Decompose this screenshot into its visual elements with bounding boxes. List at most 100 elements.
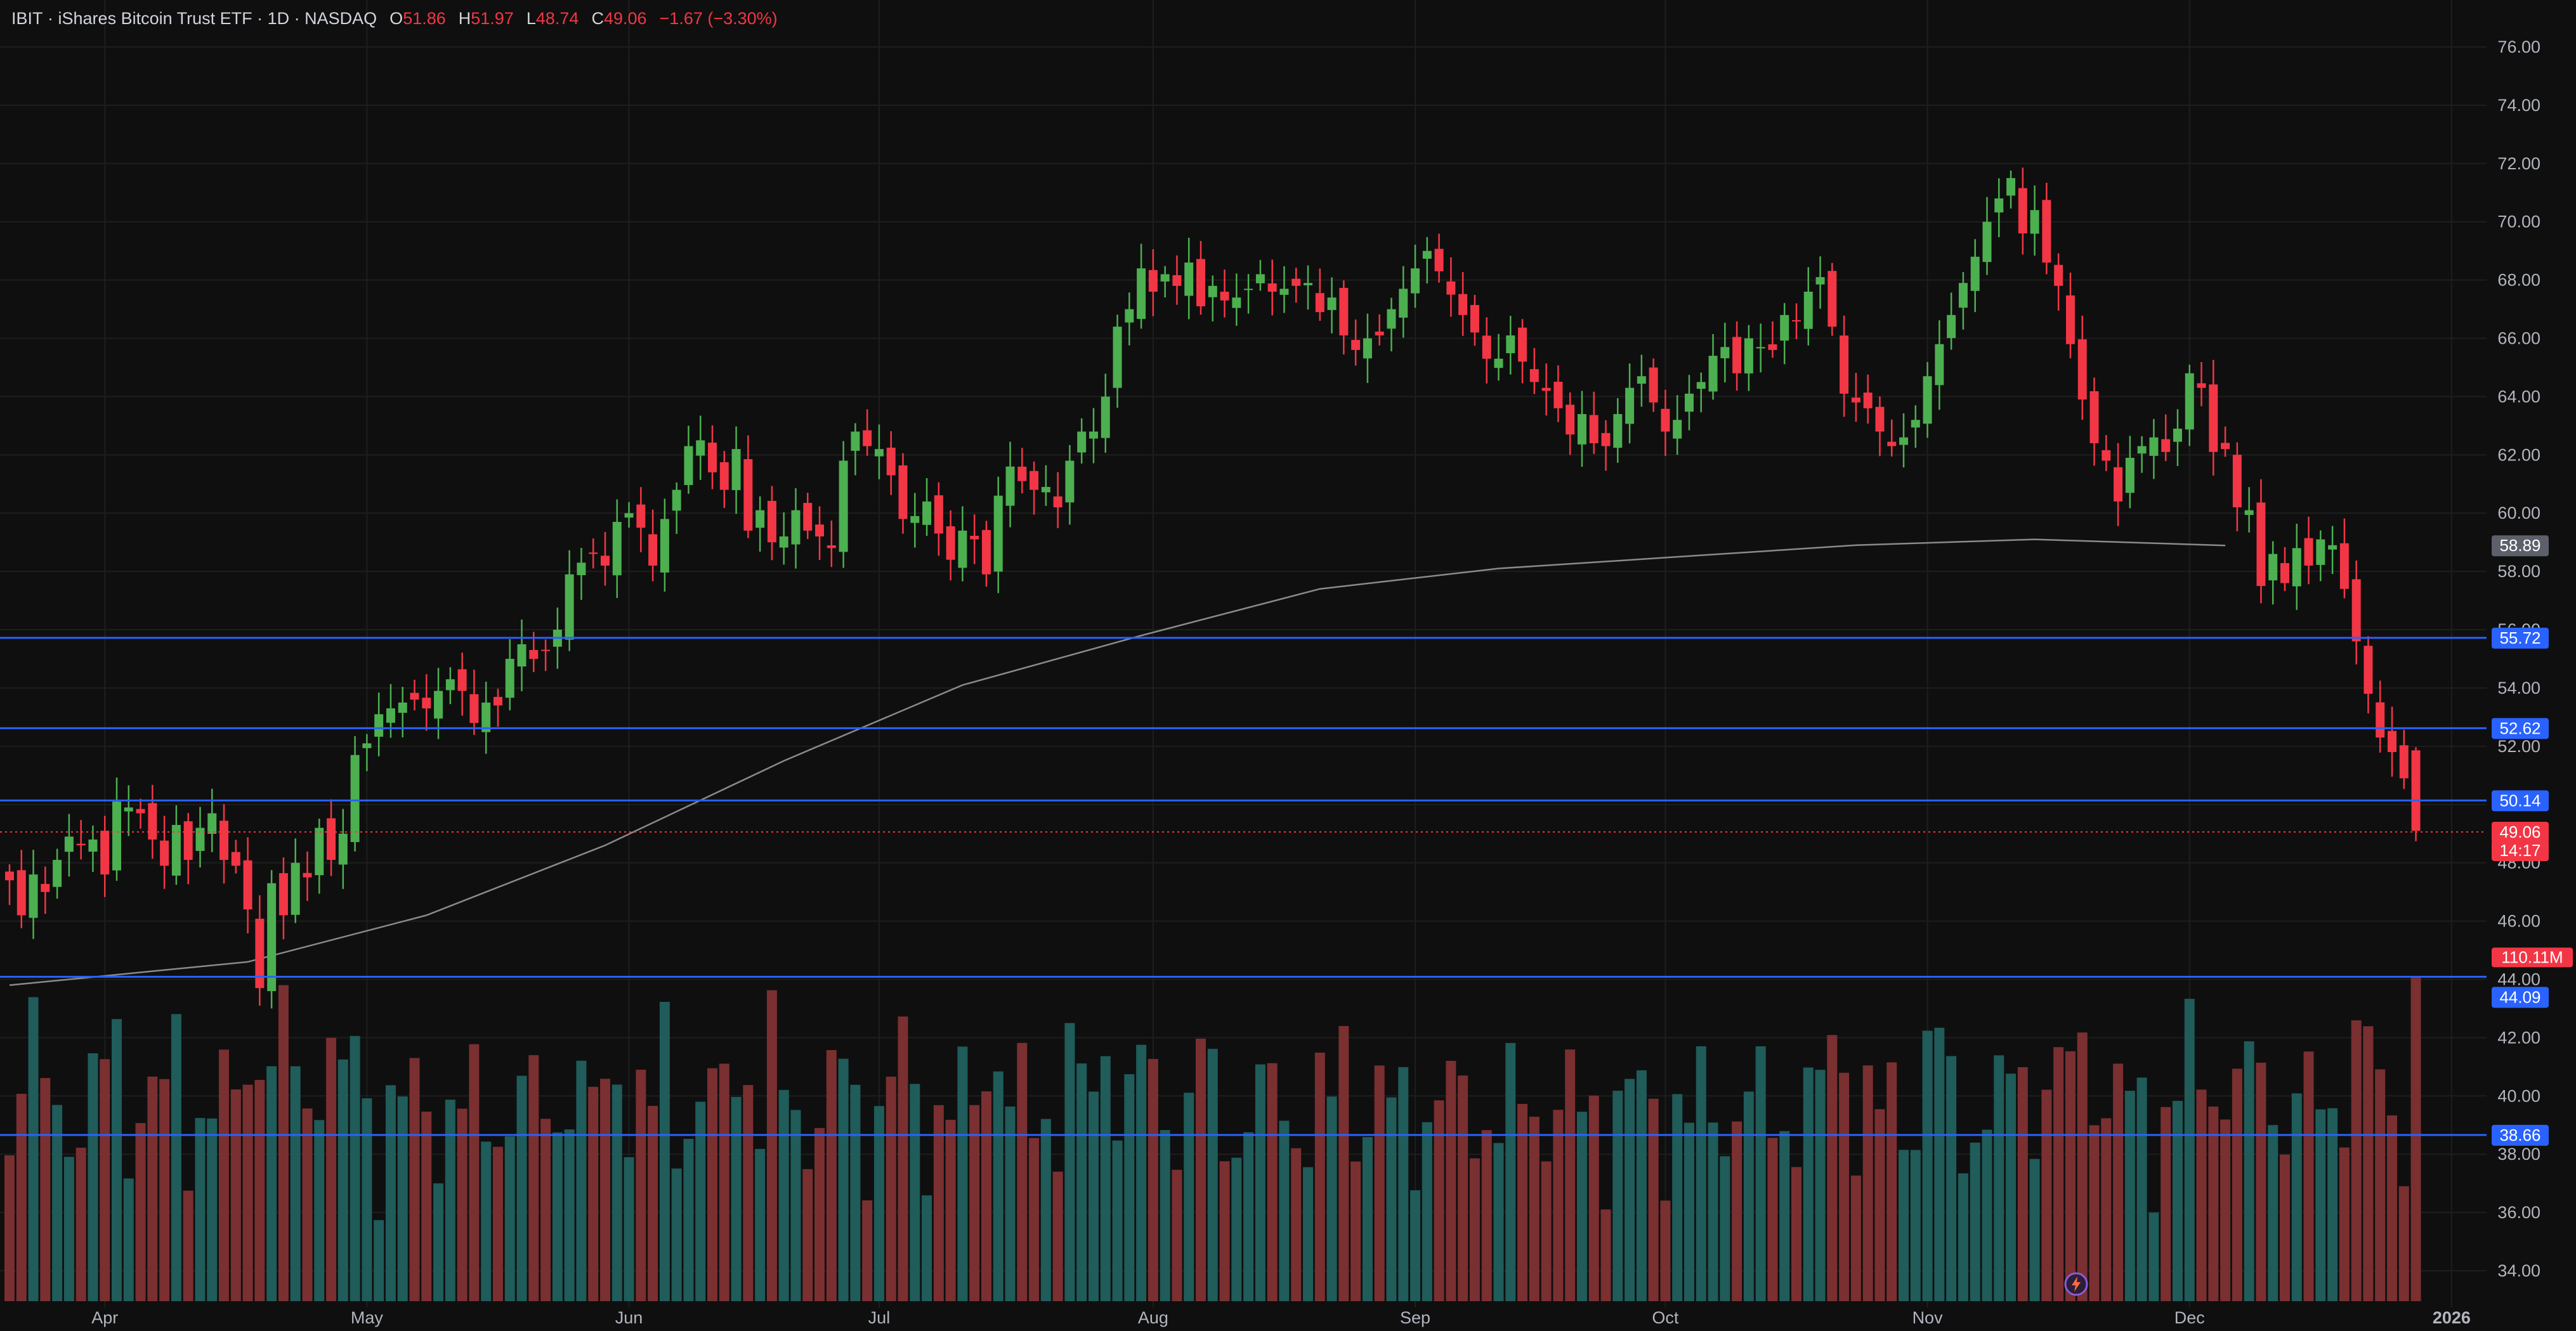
y-tick-label: 58.00 (2497, 562, 2540, 581)
y-tick-label: 70.00 (2497, 212, 2540, 231)
volume-bar (1136, 1044, 1147, 1301)
candle-body (1625, 387, 1635, 424)
candle-body (112, 802, 122, 871)
volume-bar (100, 1059, 110, 1301)
volume-bar (1517, 1103, 1528, 1301)
candle-body (791, 510, 801, 545)
level-badge: 50.14 (2499, 791, 2540, 810)
volume-bar (326, 1037, 337, 1301)
candle-body (1840, 335, 1849, 394)
candle-body (1601, 432, 1611, 446)
level-badge: 44.09 (2499, 987, 2540, 1006)
volume-bar (1505, 1042, 1516, 1301)
volume-bar (2327, 1108, 2338, 1301)
volume-bar (862, 1200, 873, 1301)
volume-bar (433, 1183, 444, 1301)
candle-body (2232, 455, 2242, 508)
candle-body (910, 516, 920, 523)
volume-bar (1922, 1030, 1933, 1301)
volume-bar (1231, 1157, 1242, 1301)
candle-body (171, 824, 181, 876)
candle-body (2292, 548, 2301, 587)
level-badge-bg (2492, 790, 2549, 812)
volume-bar (4, 1155, 15, 1301)
candle-body (529, 650, 539, 659)
candle-body (267, 883, 277, 992)
candle-body (1148, 269, 1158, 292)
volume-bar (1850, 1175, 1861, 1301)
candle-body (1506, 335, 1515, 353)
volume-bar (1970, 1142, 1980, 1301)
candle-body (1744, 338, 1753, 373)
candle-body (2399, 745, 2409, 779)
candle-body (755, 510, 765, 528)
volume-bar (1720, 1156, 1730, 1301)
candle-body (1994, 198, 2004, 212)
candle-body (2221, 443, 2230, 450)
interval[interactable]: 1D (267, 9, 290, 28)
volume-bar (1338, 1026, 1349, 1301)
volume-bar (28, 997, 39, 1301)
candle-body (2006, 178, 2016, 196)
level-badge: 55.72 (2499, 628, 2540, 647)
volume-bar (2208, 1107, 2219, 1301)
candle-body (2161, 439, 2171, 452)
volume-bar (1469, 1158, 1480, 1301)
volume-bar (1684, 1122, 1694, 1301)
candle-body (589, 552, 598, 554)
candle-body (2077, 339, 2087, 400)
candle-body (1494, 358, 1503, 368)
volume-bar (969, 1105, 980, 1301)
volume-bar (1374, 1065, 1385, 1301)
symbol[interactable]: IBIT (11, 9, 43, 28)
volume-bar (314, 1120, 325, 1301)
volume-bar (1862, 1065, 1873, 1301)
level-badge-bg (2492, 987, 2549, 1008)
candle-body (1339, 287, 1349, 335)
volume-bar (1350, 1161, 1361, 1301)
volume-bar (1303, 1167, 1314, 1301)
volume-bar (2244, 1041, 2254, 1301)
candles (5, 167, 2421, 1009)
volume-bar (1493, 1143, 1504, 1301)
volume-bar (2339, 1147, 2350, 1301)
volume-bar (850, 1084, 861, 1301)
candle-body (493, 697, 502, 706)
candle-body (1220, 292, 1229, 301)
candle-body (1673, 420, 1682, 439)
x-tick-label: Aug (1138, 1308, 1168, 1327)
candle-body (1529, 369, 1539, 382)
candle-body (422, 698, 431, 709)
volume-bar (350, 1036, 360, 1301)
volume-bar (63, 1157, 74, 1301)
candle-body (684, 446, 693, 485)
volume-bar (1219, 1161, 1230, 1301)
candle-body (1708, 356, 1718, 392)
volume-bar (2232, 1068, 2242, 1301)
candle-body (2364, 646, 2373, 694)
countdown-badge: 14:17 (2499, 841, 2540, 860)
volume-bar (171, 1014, 181, 1301)
candle-body (41, 883, 50, 892)
volume-bar (2351, 1020, 2362, 1301)
candle-body (1947, 315, 1956, 339)
volume-bar (1576, 1112, 1587, 1301)
candle-body (946, 526, 955, 560)
candle-body (672, 490, 681, 511)
volume-bar (302, 1108, 313, 1301)
volume-bar (1184, 1093, 1194, 1301)
volume-bar (2398, 1186, 2409, 1301)
candle-body (1244, 289, 1253, 290)
candle-body (827, 545, 836, 549)
candle-body (1720, 347, 1730, 358)
low-label: L (526, 9, 536, 28)
lightning-icon[interactable] (2063, 1271, 2089, 1297)
candle-body (1030, 471, 1039, 490)
candle-body (410, 692, 419, 700)
volume-bar (2101, 1118, 2112, 1301)
candle-body (481, 702, 491, 732)
volume-bar (2279, 1154, 2290, 1301)
